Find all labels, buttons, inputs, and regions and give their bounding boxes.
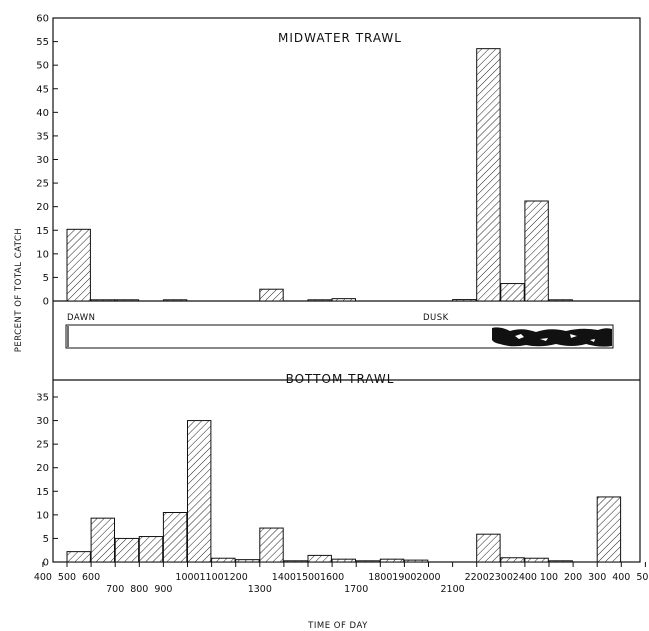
dusk-label: DUSK — [423, 313, 449, 323]
x-tick-label: 2000 — [416, 572, 440, 583]
bottom-bar — [162, 512, 188, 563]
x-tick-label: 100 — [540, 572, 558, 583]
midwater-bar — [66, 228, 91, 302]
x-tick-label: 600 — [82, 572, 100, 583]
midwater-bar — [524, 200, 549, 302]
bottom-bar — [138, 536, 164, 563]
x-tick-label: 700 — [106, 584, 124, 595]
bottom-y-tick-label: 20 — [36, 463, 49, 474]
midwater-y-tick-label: 5 — [43, 273, 49, 284]
midwater-bar — [476, 48, 501, 302]
x-tick-label: 1900 — [392, 572, 416, 583]
midwater-bars — [66, 48, 573, 302]
bottom-y-axis: 0 5 10 15 20 25 30 35 — [36, 393, 58, 569]
x-tick-label: 500 — [58, 572, 76, 583]
midwater-y-tick-label: 35 — [36, 131, 49, 142]
bottom-bar — [500, 557, 525, 563]
midwater-bar — [90, 299, 115, 302]
bottom-bar — [66, 551, 91, 563]
midwater-y-tick-label: 55 — [36, 37, 49, 48]
midwater-y-tick-label: 15 — [36, 226, 49, 237]
x-tick-label: 400 — [612, 572, 630, 583]
x-tick-label: 2200 — [465, 572, 489, 583]
y-axis-title: PERCENT OF TOTAL CATCH — [14, 228, 24, 353]
midwater-bar — [307, 299, 332, 302]
x-tick-label: 1700 — [344, 584, 368, 595]
midwater-title: MIDWATER TRAWL — [278, 31, 402, 45]
midwater-bar — [114, 299, 140, 302]
midwater-bar — [452, 299, 477, 302]
bottom-bar — [379, 558, 405, 563]
midwater-bar — [259, 288, 284, 302]
night-shading — [492, 327, 612, 347]
x-tick-label: 1800 — [368, 572, 392, 583]
x-tick-label: 1200 — [224, 572, 248, 583]
bottom-trawl-panel: BOTTOM TRAWL 0 5 10 15 20 25 30 35 — [36, 372, 622, 569]
midwater-y-tick-label: 25 — [36, 179, 49, 190]
x-tick-label: 1400 — [272, 572, 296, 583]
bottom-bar — [524, 557, 549, 563]
bottom-bar — [283, 560, 308, 563]
x-tick-label: 2100 — [441, 584, 465, 595]
night-shading-specks — [515, 334, 595, 342]
midwater-y-tick-label: 30 — [36, 155, 49, 166]
bottom-bar — [114, 537, 140, 563]
bottom-y-tick-label: 15 — [36, 487, 49, 498]
bottom-y-tick-label: 0 — [43, 558, 49, 569]
bottom-bar — [596, 496, 622, 563]
x-tick-label: 1000 — [175, 572, 199, 583]
midwater-bar — [162, 299, 188, 302]
x-axis-title: TIME OF DAY — [307, 621, 368, 631]
bottom-y-tick-label: 35 — [36, 393, 49, 404]
plot-border — [52, 17, 641, 563]
light-cycle-band: DAWN DUSK — [65, 313, 614, 349]
midwater-bar — [331, 298, 357, 302]
midwater-y-tick-label: 60 — [36, 14, 49, 25]
bottom-y-tick-label: 10 — [36, 510, 49, 521]
bottom-bar — [235, 559, 260, 563]
light-cycle-box — [65, 324, 614, 349]
x-tick-label: 1100 — [200, 572, 224, 583]
midwater-y-axis: 0 5 10 15 20 25 30 35 40 45 50 55 60 — [36, 14, 58, 308]
bottom-bar — [548, 560, 573, 563]
bottom-bar — [355, 560, 381, 563]
midwater-y-tick-label: 10 — [36, 249, 49, 260]
bottom-bar — [307, 554, 332, 563]
dawn-label: DAWN — [67, 313, 96, 323]
bottom-bar — [403, 559, 429, 563]
x-tick-label: 1500 — [296, 572, 320, 583]
bottom-bar — [259, 527, 284, 563]
midwater-y-tick-label: 45 — [36, 84, 49, 95]
midwater-y-tick-label: 20 — [36, 202, 49, 213]
x-tick-label: 2300 — [489, 572, 513, 583]
bottom-bars — [66, 420, 622, 563]
midwater-y-tick-label: 50 — [36, 61, 49, 72]
midwater-bar — [548, 299, 573, 302]
bottom-bar — [90, 517, 115, 563]
midwater-bar — [500, 283, 525, 302]
midwater-trawl-panel: MIDWATER TRAWL 0 5 10 15 20 25 30 35 40 45 50 55 60 — [36, 14, 573, 308]
bottom-bar — [476, 533, 501, 563]
plot-frame — [52, 17, 641, 563]
x-tick-label: 400 — [34, 572, 52, 583]
bottom-title: BOTTOM TRAWL — [286, 372, 395, 386]
bottom-y-tick-label: 30 — [36, 416, 49, 427]
midwater-y-tick-label: 0 — [43, 297, 49, 308]
x-tick-label: 2400 — [513, 572, 537, 583]
x-tick-label: 800 — [130, 584, 148, 595]
bottom-bar — [211, 557, 236, 563]
x-tick-label: 1600 — [320, 572, 344, 583]
time-of-day-axis: 400 500 600 1000 1100 1200 1400 1500 1600 1800 190… — [34, 562, 649, 595]
x-tick-label: 900 — [154, 584, 172, 595]
bottom-y-tick-label: 5 — [43, 534, 49, 545]
bottom-y-tick-label: 25 — [36, 440, 49, 451]
x-tick-label: 300 — [588, 572, 606, 583]
x-tick-label: 500 — [636, 572, 649, 583]
x-tick-label: 200 — [564, 572, 582, 583]
x-tick-label: 1300 — [248, 584, 272, 595]
bottom-bar — [187, 420, 212, 563]
midwater-y-tick-label: 40 — [36, 108, 49, 119]
bottom-bar — [331, 558, 357, 563]
